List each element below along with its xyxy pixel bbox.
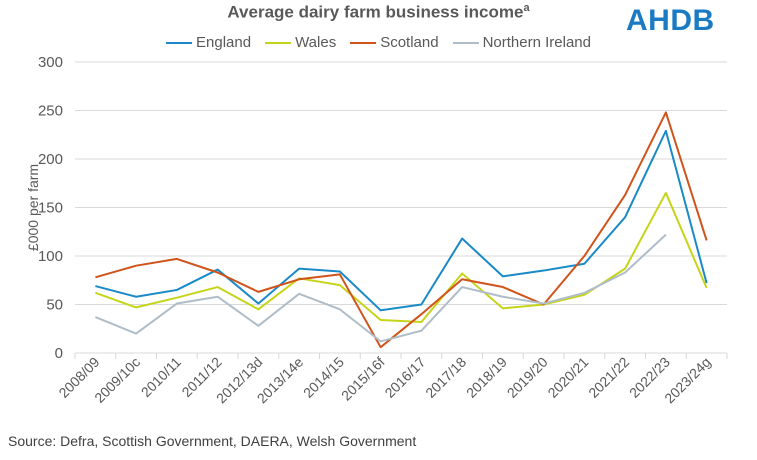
legend-label: England — [196, 34, 252, 51]
legend-label: Northern Ireland — [482, 34, 591, 51]
y-tick-label: 100 — [38, 248, 63, 265]
y-tick-label: 0 — [55, 345, 63, 362]
x-tick-label: 2016/17 — [381, 354, 428, 401]
legend-swatch — [350, 41, 377, 44]
x-tick-label: 2010/11 — [138, 354, 185, 401]
series-line-northern-ireland — [94, 233, 667, 343]
x-tick-label: 2015/16f — [338, 354, 388, 404]
ahdb-logo: AHDB — [626, 4, 715, 37]
legend-item: England — [166, 34, 251, 51]
source-note: Source: Defra, Scottish Government, DAER… — [8, 433, 417, 449]
y-axis-label: £000 per farm — [25, 164, 41, 251]
series-line-scotland — [95, 111, 708, 349]
x-tick-label: 2020/21 — [544, 354, 591, 401]
x-tick-label: 2018/19 — [463, 354, 510, 401]
legend-item: Northern Ireland — [452, 34, 591, 51]
legend-swatch — [166, 41, 193, 44]
legend: England Wales Scotland Northern Ireland — [0, 34, 757, 51]
legend-swatch — [265, 41, 292, 44]
y-tick-label: 200 — [38, 151, 63, 168]
legend-label: Scotland — [380, 34, 439, 51]
legend-item: Scotland — [350, 34, 439, 51]
y-tick-label: 300 — [38, 54, 63, 71]
legend-label: Wales — [295, 34, 337, 51]
chart-title: Average dairy farm business incomea — [227, 2, 530, 22]
x-tick-label: 2019/20 — [504, 354, 551, 401]
y-tick-label: 50 — [46, 297, 63, 314]
y-tick-label: 150 — [38, 200, 63, 217]
x-tick-label: 2021/22 — [585, 354, 632, 401]
x-tick-label: 2009/10c — [91, 354, 143, 406]
x-tick-label: 2017/18 — [422, 354, 469, 401]
legend-swatch — [452, 41, 479, 44]
legend-item: Wales — [265, 34, 336, 51]
y-tick-label: 250 — [38, 103, 63, 120]
series-line-england — [95, 129, 708, 312]
